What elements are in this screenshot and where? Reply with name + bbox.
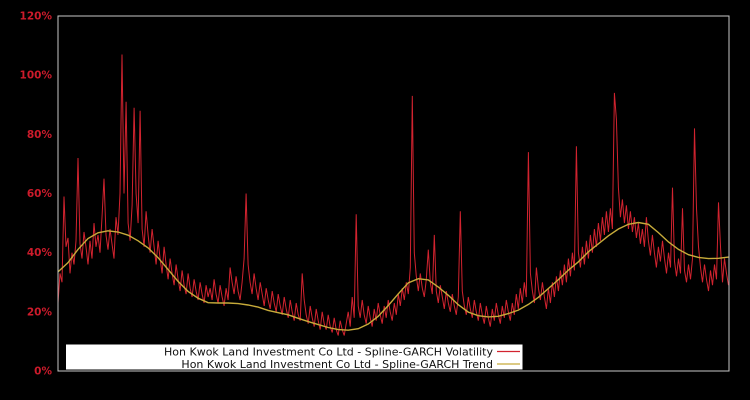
plot-area — [58, 16, 729, 371]
y-axis-tick-label: 100% — [20, 70, 53, 82]
y-axis-tick-label: 40% — [27, 247, 53, 259]
legend-label-volatility: Hon Kwok Land Investment Co Ltd - Spline… — [164, 346, 493, 359]
legend-background — [66, 344, 523, 370]
plot-border — [57, 15, 730, 372]
y-axis-labels: 0% 20% 40% 60% 80% 100% 120% — [20, 11, 53, 378]
y-axis-tick-label: 80% — [27, 129, 53, 141]
y-axis-tick-label: 120% — [20, 11, 53, 23]
legend: Hon Kwok Land Investment Co Ltd - Spline… — [66, 344, 523, 371]
trend-series-line — [57, 221, 729, 331]
y-axis-tick-label: 20% — [27, 306, 53, 318]
y-axis-tick-label: 60% — [27, 188, 53, 200]
y-axis-tick-label: 0% — [34, 366, 52, 378]
volatility-series-line — [57, 54, 729, 336]
legend-label-trend: Hon Kwok Land Investment Co Ltd - Spline… — [181, 358, 493, 371]
